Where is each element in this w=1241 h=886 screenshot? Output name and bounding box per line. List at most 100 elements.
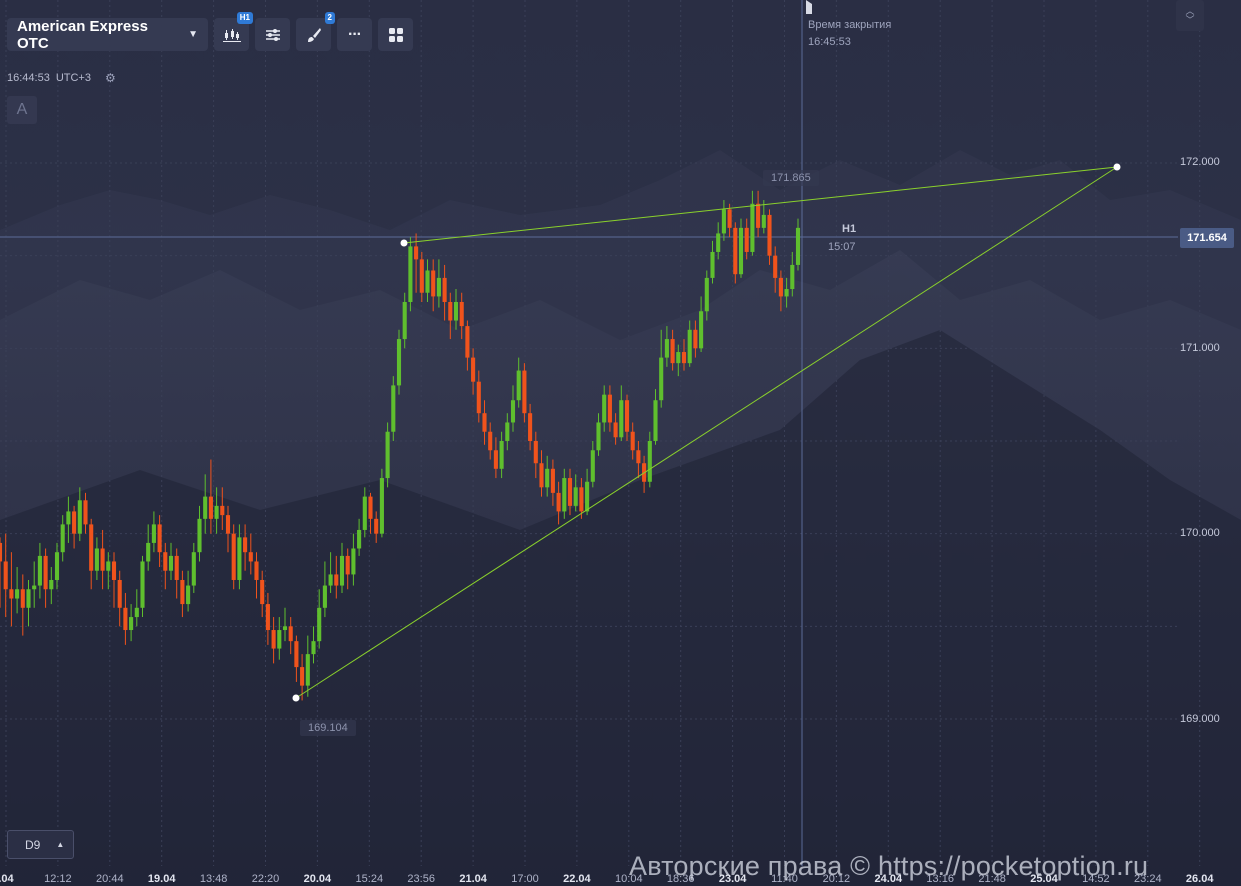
candle bbox=[408, 237, 413, 312]
high-point-label: 171.865 bbox=[763, 170, 819, 186]
candle bbox=[442, 264, 447, 321]
period-selector[interactable]: D9 ▲ bbox=[7, 830, 74, 859]
candle bbox=[550, 459, 555, 506]
candles-icon bbox=[222, 28, 241, 42]
candle bbox=[3, 533, 8, 618]
candle bbox=[0, 537, 3, 608]
server-clock: 16:44:53 UTC+3 ⚙ bbox=[7, 71, 116, 85]
time-axis-label: .04 bbox=[0, 873, 14, 885]
candle bbox=[32, 561, 37, 608]
auto-scale-button[interactable]: A bbox=[7, 96, 37, 124]
gear-icon[interactable]: ⚙ bbox=[104, 71, 116, 85]
close-time-info: Время закрытия 16:45:53 bbox=[808, 17, 891, 51]
lower-trendline[interactable] bbox=[295, 166, 1118, 699]
candle bbox=[704, 270, 709, 321]
candle bbox=[66, 496, 71, 543]
candle bbox=[664, 326, 669, 367]
candle bbox=[334, 555, 339, 599]
candle bbox=[744, 218, 749, 260]
time-axis-label: 20:12 bbox=[822, 873, 851, 885]
candle bbox=[453, 289, 459, 330]
candle bbox=[282, 607, 288, 642]
candle bbox=[738, 218, 744, 278]
candle bbox=[220, 487, 225, 530]
time-axis-label: 23:24 bbox=[1134, 873, 1162, 885]
chevron-down-icon: ▼ bbox=[188, 29, 198, 40]
chart-type-button[interactable]: H1 bbox=[214, 12, 253, 51]
drawing-anchor-handle[interactable] bbox=[1113, 163, 1121, 171]
candle bbox=[26, 579, 31, 627]
candle bbox=[243, 524, 248, 571]
candle bbox=[9, 552, 14, 627]
candle bbox=[260, 570, 265, 618]
layout-button[interactable] bbox=[378, 18, 413, 51]
candle bbox=[505, 413, 510, 451]
collapse-toggle[interactable]: ︿ ﹀ bbox=[1176, 0, 1204, 31]
candle bbox=[49, 567, 54, 605]
candle bbox=[516, 357, 521, 408]
more-options-button[interactable]: ··· bbox=[337, 18, 372, 51]
candle bbox=[374, 511, 379, 543]
candle bbox=[693, 320, 698, 358]
candle bbox=[436, 259, 441, 308]
drawing-anchor-handle[interactable] bbox=[400, 239, 408, 247]
candle bbox=[710, 240, 715, 284]
candle bbox=[459, 292, 464, 340]
drawing-anchor-handle[interactable] bbox=[292, 694, 300, 702]
candle bbox=[77, 487, 82, 542]
candle bbox=[619, 385, 624, 441]
candle bbox=[208, 459, 213, 534]
candle bbox=[203, 474, 208, 534]
candle bbox=[117, 570, 122, 627]
upper-trendline[interactable] bbox=[403, 166, 1118, 244]
candle bbox=[545, 455, 550, 497]
candle bbox=[37, 542, 42, 599]
candle bbox=[277, 617, 282, 660]
candles bbox=[0, 190, 801, 701]
candle-period-label: H1 bbox=[842, 223, 857, 235]
price-axis-label: 171.000 bbox=[1180, 342, 1220, 354]
candle bbox=[385, 422, 390, 488]
indicators-button[interactable] bbox=[255, 18, 290, 51]
candle bbox=[339, 542, 345, 593]
candle bbox=[391, 376, 396, 441]
asset-selector[interactable]: American Express OTC ▼ bbox=[7, 18, 208, 52]
candle bbox=[539, 450, 544, 497]
clock-zone: UTC+3 bbox=[55, 72, 91, 84]
candle bbox=[288, 617, 293, 655]
candle bbox=[585, 468, 590, 516]
candle bbox=[590, 440, 595, 488]
candle bbox=[151, 511, 156, 553]
copyright-watermark: Авторские права © https://pocketoption.r… bbox=[629, 851, 1149, 881]
candle bbox=[419, 251, 424, 302]
top-toolbar: American Express OTC ▼ H1 2 ··· bbox=[7, 12, 413, 52]
candle bbox=[357, 518, 362, 556]
candle bbox=[265, 592, 270, 645]
candle bbox=[362, 487, 367, 538]
candle bbox=[790, 251, 795, 297]
candle bbox=[647, 431, 652, 488]
candle bbox=[556, 481, 561, 525]
drawings-button[interactable]: 2 bbox=[296, 12, 335, 51]
time-axis-label: 22.04 bbox=[563, 873, 591, 885]
clock-time: 16:44:53 bbox=[7, 72, 50, 84]
time-axis-label: 26.04 bbox=[1185, 873, 1214, 885]
trendline-drawing[interactable] bbox=[292, 163, 1121, 702]
candle bbox=[134, 589, 139, 627]
candle bbox=[636, 440, 641, 479]
close-time-label: Время закрытия bbox=[808, 19, 892, 31]
candle bbox=[659, 329, 664, 408]
candle bbox=[778, 270, 783, 312]
candle bbox=[573, 474, 578, 512]
candle bbox=[579, 478, 584, 519]
candle bbox=[448, 292, 453, 340]
candle bbox=[351, 533, 356, 586]
candle bbox=[111, 552, 117, 608]
candle bbox=[727, 203, 732, 238]
candle bbox=[402, 292, 407, 349]
candle bbox=[271, 617, 276, 664]
candle bbox=[510, 385, 516, 432]
candle bbox=[317, 589, 322, 649]
